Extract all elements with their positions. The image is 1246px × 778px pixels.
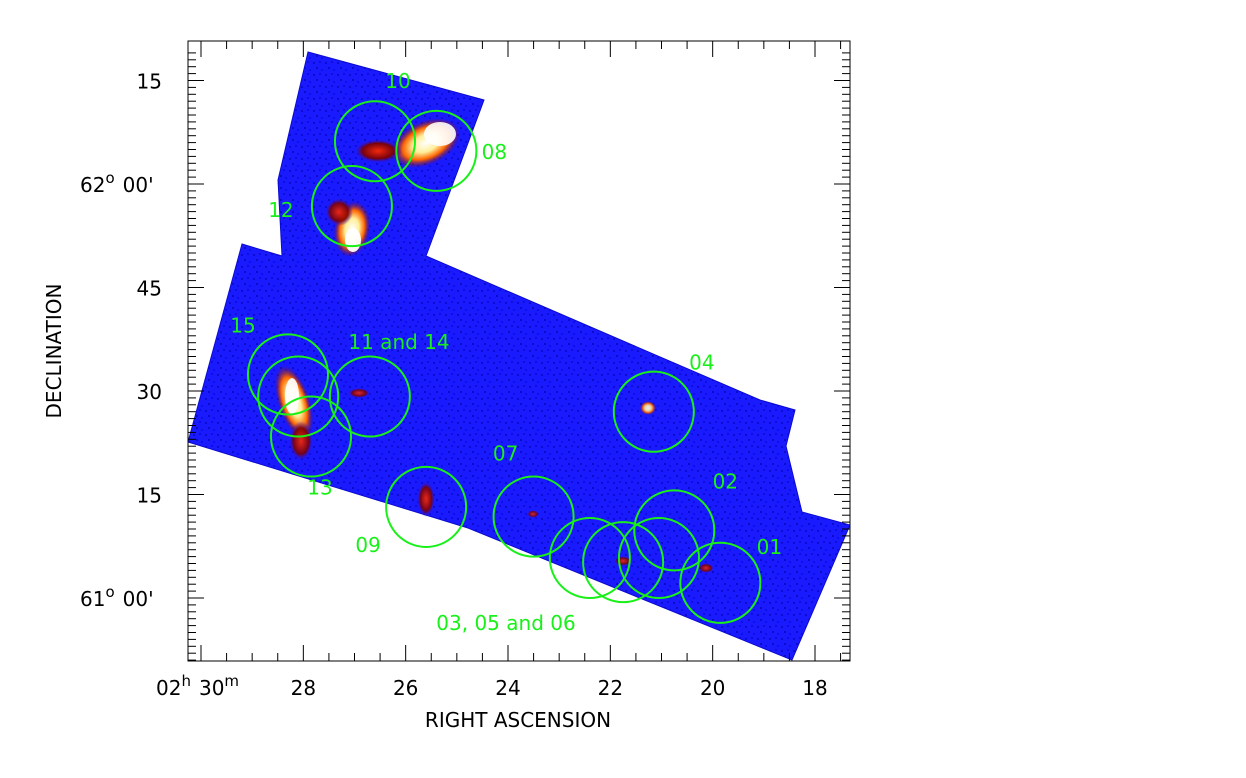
field-circle-07 [492, 475, 575, 558]
y-tick-minute: 00' [123, 587, 154, 611]
field-label-15: 15 [230, 313, 255, 337]
x-tick-label: 26 [393, 676, 418, 700]
field-label-02: 02 [713, 469, 738, 493]
field-circle-08 [395, 109, 478, 192]
field-label-01: 01 [757, 535, 782, 559]
x-tick-minute-unit: m [224, 672, 239, 690]
survey-footprint [188, 51, 850, 661]
emission-knots [274, 118, 714, 573]
y-tick-degree: 62 [80, 173, 105, 197]
field-circle-05 [582, 521, 665, 604]
field-circle-06 [617, 516, 700, 599]
x-tick-label: 24 [495, 676, 520, 700]
y-axis-label: DECLINATION [42, 284, 66, 419]
x-tick-label: 22 [598, 676, 623, 700]
field-circle-04 [612, 370, 695, 453]
field-label-08: 08 [482, 140, 507, 164]
y-tick-label: 30 [137, 380, 162, 404]
x-axis: 02h 30m 28 26 24 22 20 18 [156, 41, 842, 700]
field-circle-03 [548, 516, 631, 599]
field-circle-14 [328, 355, 411, 438]
field-circles: 01 02 04 07 09 13 15 12 10 08 [230, 69, 782, 624]
field-circle-15 [246, 333, 330, 416]
field-label-13: 13 [307, 476, 332, 500]
field-label-09: 09 [355, 533, 380, 557]
field-circle-13 [269, 395, 353, 478]
y-tick-degree: 61 [80, 587, 105, 611]
x-axis-label: RIGHT ASCENSION [425, 708, 611, 732]
y-tick-label-degree: 62o 00' [80, 169, 154, 197]
group-label-11-14: 11 and 14 [348, 330, 449, 354]
y-tick-degree-symbol: o [105, 583, 114, 601]
field-label-04: 04 [689, 351, 714, 375]
field-circle-11 [257, 355, 340, 438]
field-label-10: 10 [385, 69, 410, 93]
y-tick-label-degree: 61o 00' [80, 583, 154, 611]
field-circle-12 [310, 165, 393, 248]
field-label-07: 07 [493, 442, 518, 466]
field-label-12: 12 [268, 198, 293, 222]
field-circle-02 [633, 489, 716, 572]
y-tick-label: 15 [137, 484, 162, 508]
survey-map [188, 51, 850, 661]
field-circle-10 [333, 100, 416, 183]
group-label-03-05-06: 03, 05 and 06 [436, 611, 575, 635]
field-circle-01 [679, 541, 762, 624]
x-tick-hour-unit: h [181, 672, 191, 690]
x-tick-label-ra-origin: 02h 30m [156, 672, 239, 700]
x-tick-label: 28 [291, 676, 316, 700]
plot-frame [187, 40, 851, 662]
x-tick-label: 20 [700, 676, 725, 700]
y-tick-degree-symbol: o [105, 169, 114, 187]
y-tick-minute: 00' [123, 173, 154, 197]
x-tick-hour: 02 [156, 676, 181, 700]
field-circle-09 [385, 465, 468, 548]
y-tick-label: 15 [137, 70, 162, 94]
y-tick-label: 45 [137, 277, 162, 301]
x-tick-label: 18 [802, 676, 827, 700]
x-tick-minute: 30 [199, 676, 224, 700]
